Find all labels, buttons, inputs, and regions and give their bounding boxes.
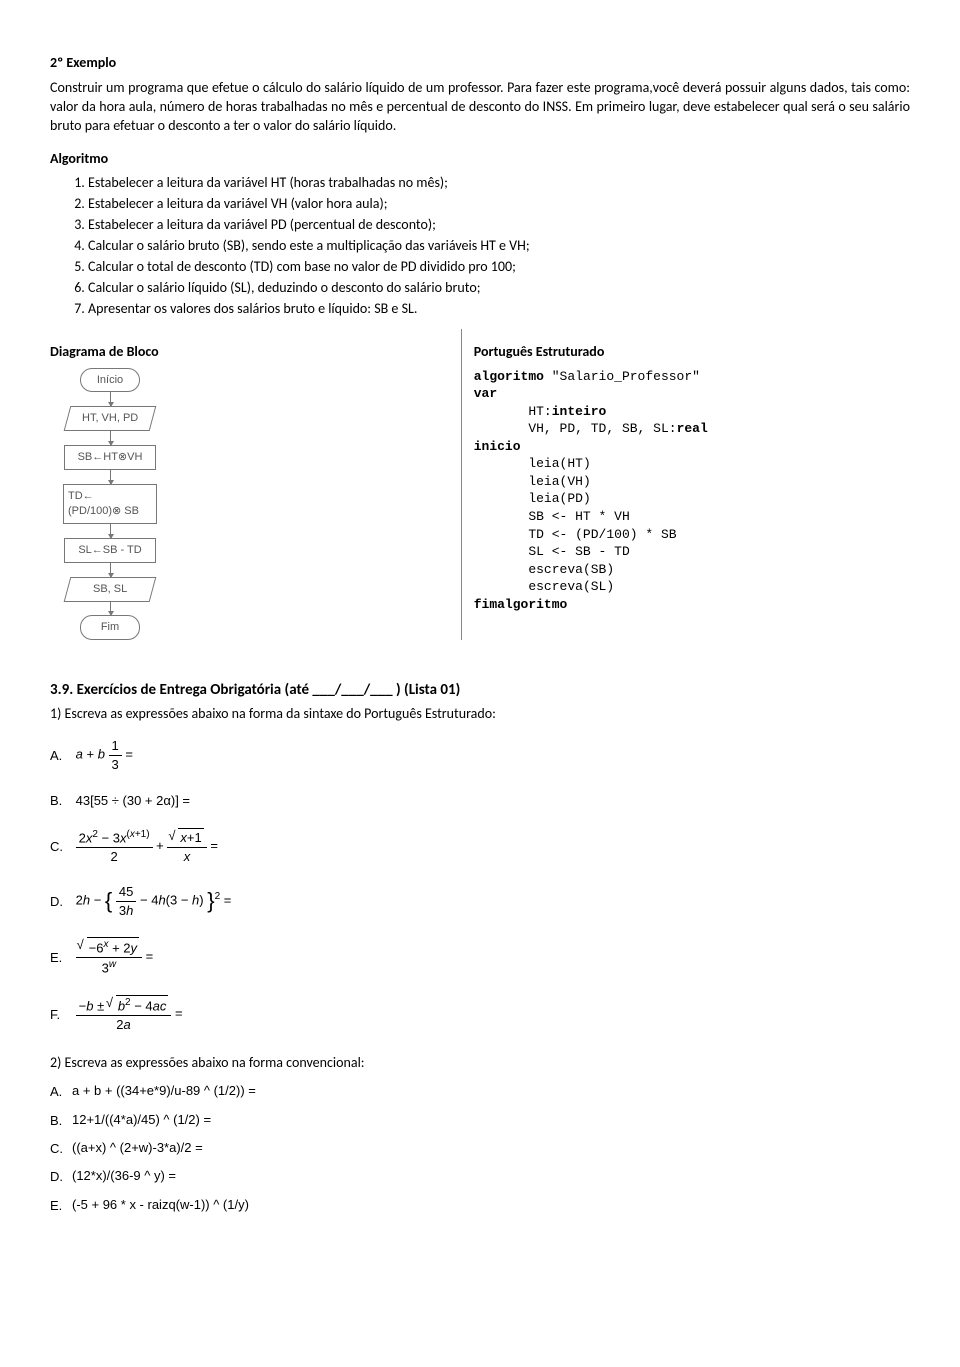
list-item: Apresentar os valores dos salários bruto… xyxy=(88,300,910,319)
expression-f: F. −b ± b2 − 4ac2a = xyxy=(50,995,910,1033)
expression-b: B. 43[55 ÷ (30 + 2α)] = xyxy=(50,792,910,810)
expression-e: E. −6x + 2y3w = xyxy=(50,937,910,977)
flow-arrow xyxy=(110,524,111,538)
flow-arrow xyxy=(110,431,111,445)
flow-arrow xyxy=(110,392,111,406)
flow-start: Início xyxy=(80,368,140,393)
flow-process: SB←HT⊗VH xyxy=(64,445,156,470)
list-item: Calcular o salário líquido (SL), deduzin… xyxy=(88,279,910,298)
q2-expression-c: C.((a+x) ^ (2+w)-3*a)/2 = xyxy=(50,1139,910,1157)
flow-io: SB, SL xyxy=(64,577,157,602)
flow-io: HT, VH, PD xyxy=(64,406,157,431)
q2-expression-b: B.12+1/((4*a)/45) ^ (1/2) = xyxy=(50,1111,910,1129)
list-item: Calcular o salário bruto (SB), sendo est… xyxy=(88,237,910,256)
flow-process: TD←(PD/100)⊗ SB xyxy=(63,484,157,524)
algoritmo-label: Algoritmo xyxy=(50,150,910,169)
list-item: Calcular o total de desconto (TD) com ba… xyxy=(88,258,910,277)
exercises-heading: 3.9. Exercícios de Entrega Obrigatória (… xyxy=(50,680,910,700)
q2-expression-e: E.(-5 + 96 * x - raizq(w-1)) ^ (1/y) xyxy=(50,1196,910,1214)
list-item: Estabelecer a leitura da variável VH (va… xyxy=(88,195,910,214)
q2-expression-a: A.a + b + ((34+e*9)/u-89 ^ (1/2)) = xyxy=(50,1082,910,1100)
diagram-label: Diagrama de Bloco xyxy=(50,343,453,362)
q1-text: 1) Escreva as expressões abaixo na forma… xyxy=(50,705,910,724)
q2-expression-d: D.(12*x)/(36-9 ^ y) = xyxy=(50,1167,910,1185)
code-block: algoritmo "Salario_Professor" var HT:int… xyxy=(474,368,910,614)
flow-process: SL←SB - TD xyxy=(64,538,156,563)
expression-a: A. a + b 13 = xyxy=(50,737,910,773)
example-title: 2º Exemplo xyxy=(50,54,910,73)
flowchart: Início HT, VH, PD SB←HT⊗VH TD←(PD/100)⊗ … xyxy=(50,368,170,641)
list-item: Estabelecer a leitura da variável HT (ho… xyxy=(88,174,910,193)
flow-arrow xyxy=(110,563,111,577)
algoritmo-list: Estabelecer a leitura da variável HT (ho… xyxy=(70,174,910,318)
expression-c: C. 2x2 − 3x(x+1)2 + x+1x = xyxy=(50,828,910,865)
intro-paragraph: Construir um programa que efetue o cálcu… xyxy=(50,79,910,136)
list-item: Estabelecer a leitura da variável PD (pe… xyxy=(88,216,910,235)
flow-end: Fim xyxy=(80,615,140,640)
expression-d: D. 2h − { 453h − 4h(3 − h) }2 = xyxy=(50,883,910,919)
flow-arrow xyxy=(110,470,111,484)
code-label: Português Estruturado xyxy=(474,343,910,362)
flow-arrow xyxy=(110,601,111,615)
q2-text: 2) Escreva as expressões abaixo na forma… xyxy=(50,1054,910,1073)
